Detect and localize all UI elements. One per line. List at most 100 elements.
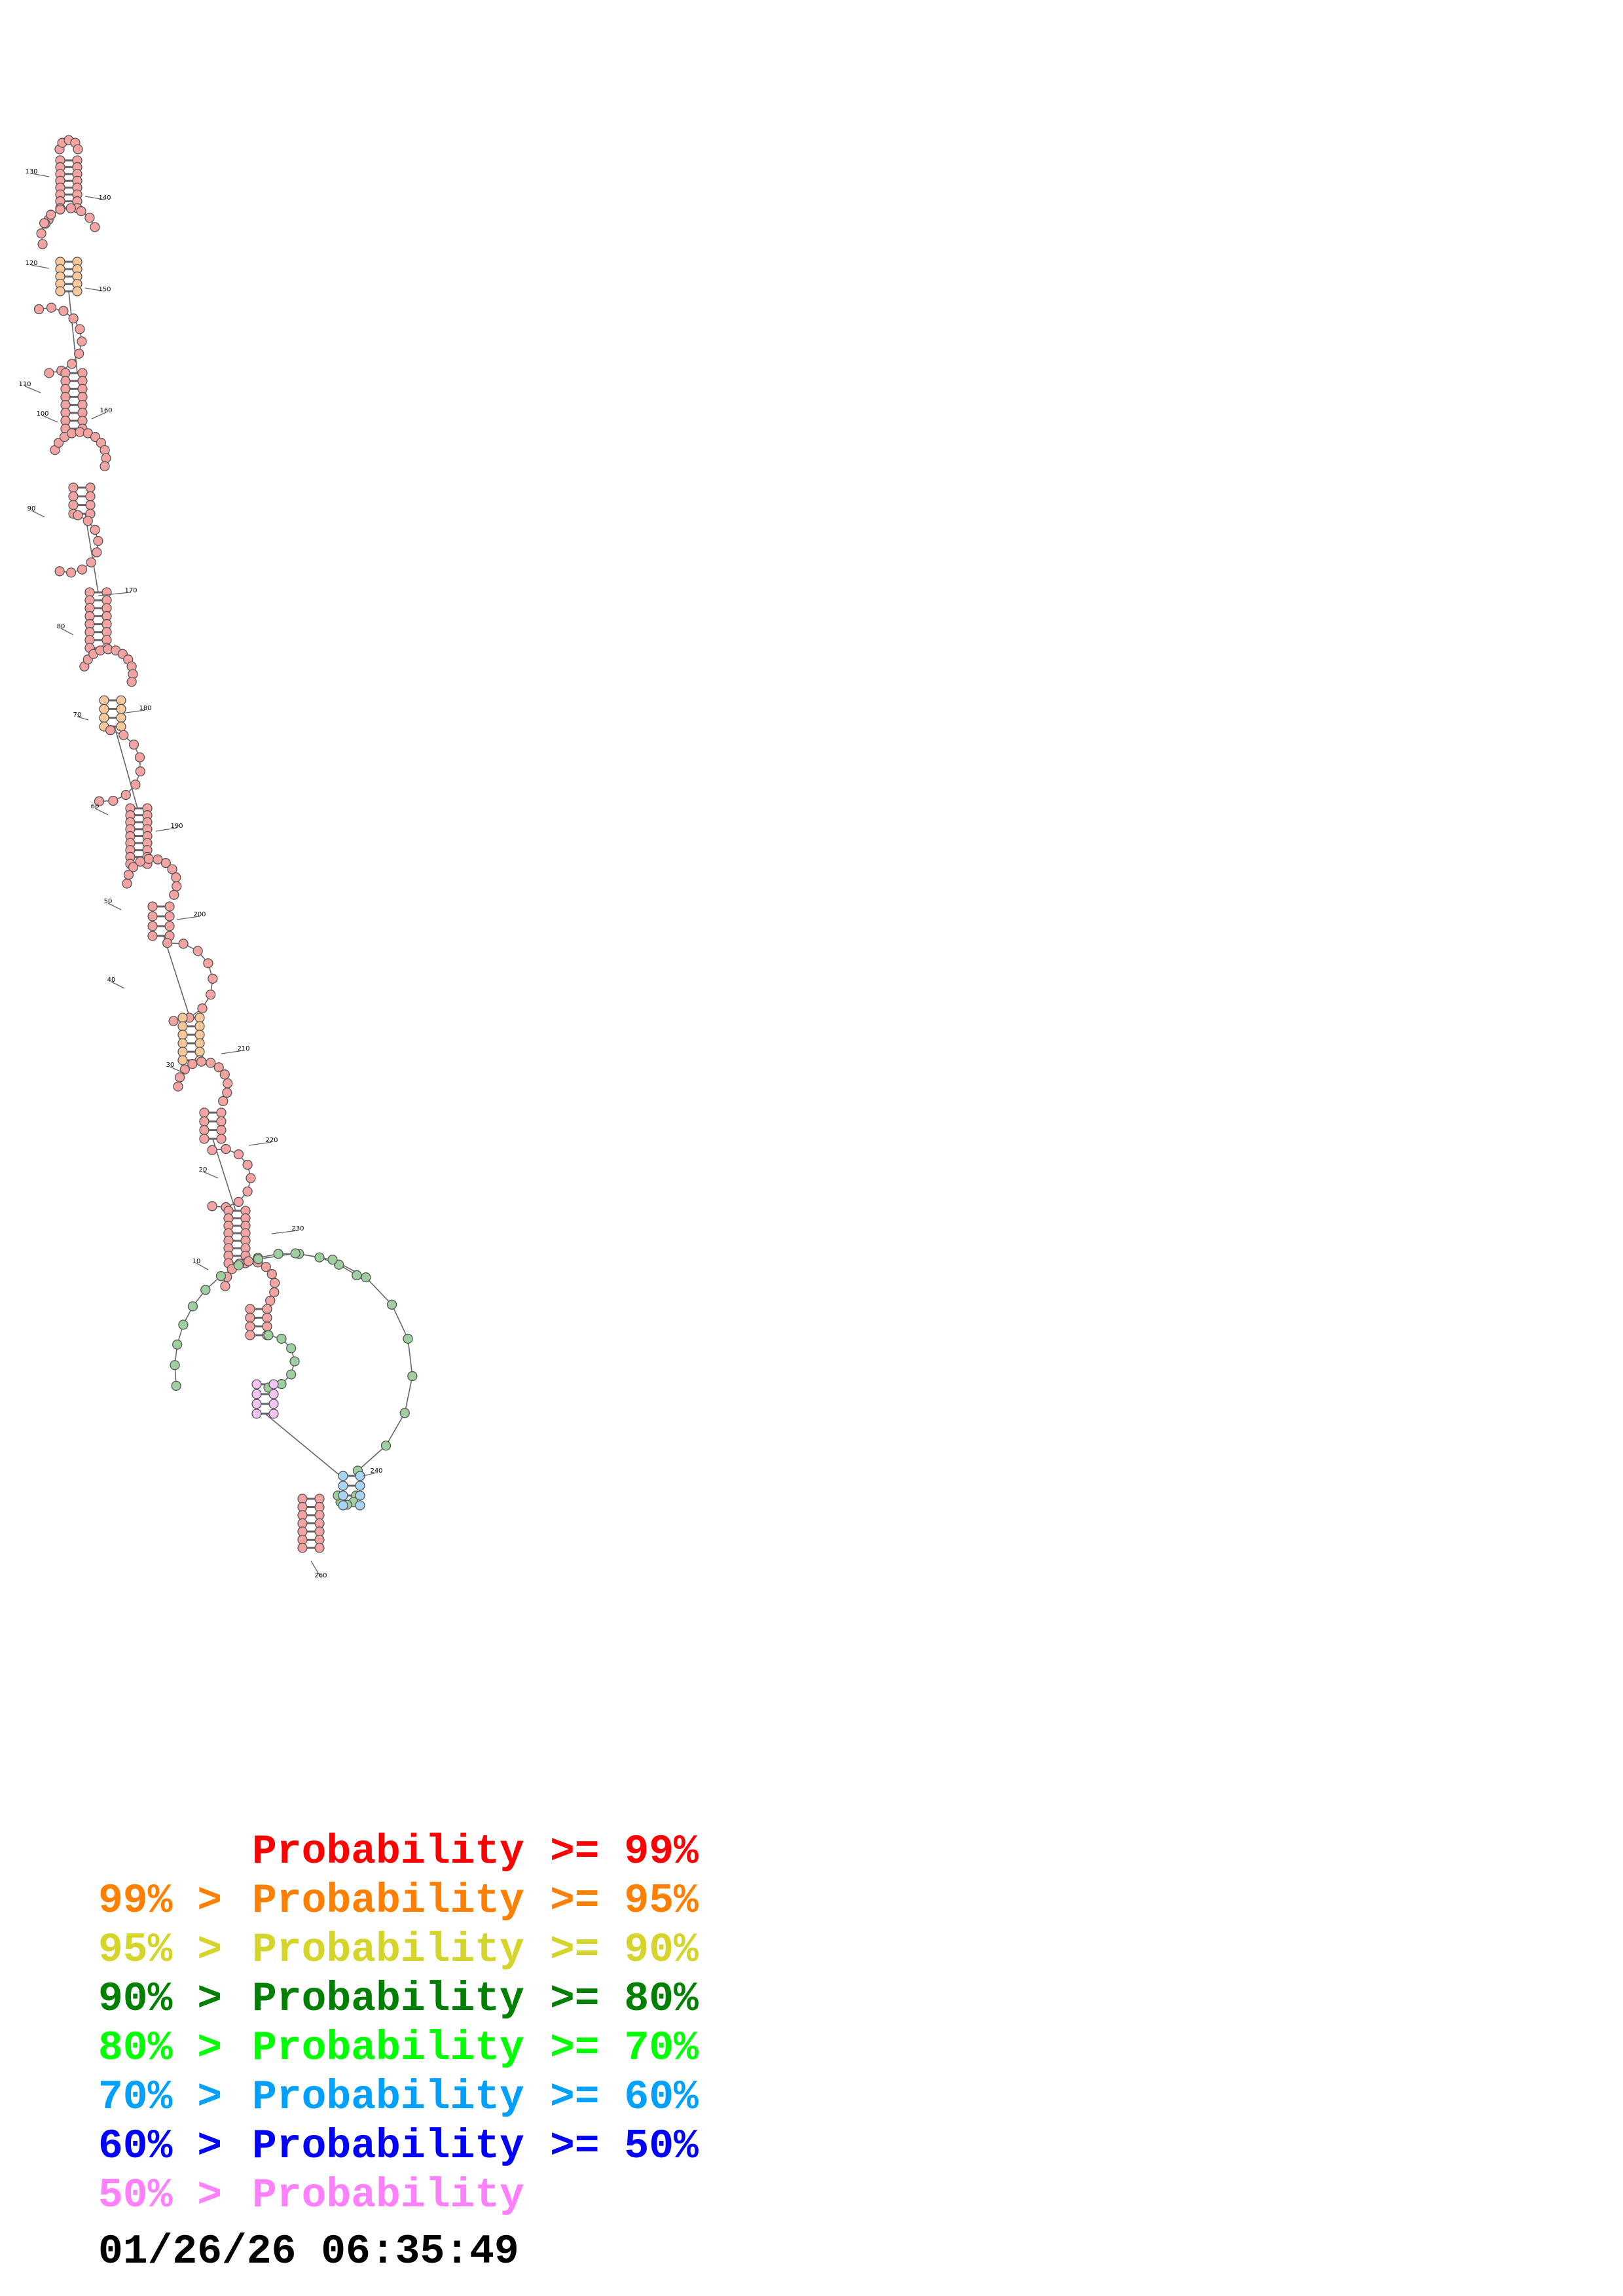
base-node bbox=[178, 939, 189, 949]
base-node bbox=[135, 856, 145, 867]
base-node bbox=[220, 1281, 230, 1291]
position-label: 60 bbox=[91, 803, 100, 810]
position-label: 210 bbox=[237, 1045, 249, 1052]
base-node bbox=[167, 864, 177, 874]
legend-label: Probability bbox=[252, 2074, 524, 2121]
base-node bbox=[85, 482, 96, 493]
position-label: 30 bbox=[166, 1062, 175, 1069]
base-node bbox=[200, 1285, 211, 1295]
base-node bbox=[386, 1299, 397, 1310]
position-label: 110 bbox=[18, 381, 31, 388]
base-node bbox=[196, 1056, 207, 1067]
base-node bbox=[218, 1096, 228, 1106]
position-label: 260 bbox=[314, 1572, 327, 1579]
base-node bbox=[327, 1254, 338, 1265]
base-node bbox=[90, 222, 100, 232]
base-node bbox=[242, 1186, 253, 1197]
base-node bbox=[216, 1116, 227, 1126]
position-label: 140 bbox=[98, 194, 111, 202]
base-node bbox=[266, 1269, 277, 1280]
label-tick bbox=[42, 415, 58, 423]
base-node bbox=[147, 911, 158, 922]
base-node bbox=[314, 1543, 325, 1553]
label-tick bbox=[94, 808, 109, 816]
label-tick bbox=[84, 196, 105, 200]
base-node bbox=[171, 1380, 181, 1391]
base-node bbox=[68, 313, 79, 324]
backbone-segment bbox=[365, 1277, 393, 1305]
position-label: 160 bbox=[100, 407, 112, 414]
base-node bbox=[263, 1330, 274, 1340]
base-node bbox=[407, 1371, 418, 1382]
legend-row-p0: 50% > Probability bbox=[98, 2171, 949, 2220]
legend-right-bound: >= 80% bbox=[550, 1976, 699, 2022]
base-node bbox=[77, 564, 88, 575]
rna-structure-diagram: 10 20 30 40 50 60 70 80 90 100 110 120 130 140 150 160 1… bbox=[18, 135, 418, 1579]
base-node bbox=[168, 1016, 179, 1026]
base-node bbox=[403, 1333, 413, 1344]
base-node bbox=[94, 796, 105, 806]
base-node bbox=[128, 740, 139, 750]
base-node bbox=[219, 1069, 230, 1080]
base-node bbox=[187, 1058, 198, 1069]
base-node bbox=[99, 713, 109, 723]
base-node bbox=[268, 1408, 279, 1419]
base-node bbox=[172, 881, 182, 891]
label-tick bbox=[31, 510, 45, 518]
base-node bbox=[199, 1134, 210, 1144]
label-tick bbox=[221, 1050, 244, 1054]
position-label: 20 bbox=[199, 1166, 208, 1174]
base-node bbox=[66, 428, 77, 439]
position-label: 230 bbox=[291, 1225, 304, 1232]
base-node bbox=[77, 336, 87, 347]
base-node bbox=[108, 795, 119, 806]
base-node bbox=[67, 359, 77, 369]
base-node bbox=[93, 535, 103, 547]
base-node bbox=[76, 206, 86, 217]
base-node bbox=[251, 1408, 262, 1419]
base-nodes bbox=[33, 135, 418, 1553]
legend-label: Probability bbox=[252, 2123, 524, 2170]
label-tick bbox=[98, 592, 132, 596]
base-node bbox=[175, 1072, 185, 1083]
base-node bbox=[178, 1319, 189, 1330]
base-node bbox=[206, 990, 216, 1000]
base-node bbox=[216, 1125, 227, 1136]
base-node bbox=[253, 1254, 264, 1265]
position-label: 80 bbox=[57, 623, 65, 630]
base-node bbox=[171, 872, 181, 883]
base-node bbox=[85, 500, 96, 511]
base-node bbox=[68, 491, 79, 501]
base-node bbox=[197, 1003, 208, 1014]
base-node bbox=[36, 228, 46, 239]
base-node bbox=[179, 1064, 190, 1075]
base-node bbox=[73, 144, 83, 154]
base-node bbox=[170, 1360, 180, 1371]
base-node bbox=[192, 946, 203, 956]
legend-right-bound: >= 60% bbox=[550, 2074, 699, 2121]
label-tick bbox=[202, 1171, 219, 1179]
base-node bbox=[270, 1278, 280, 1288]
position-label: 200 bbox=[193, 911, 206, 918]
position-label: 220 bbox=[265, 1137, 278, 1144]
base-node bbox=[173, 1081, 183, 1092]
base-node bbox=[116, 713, 126, 723]
base-node bbox=[199, 1116, 210, 1126]
base-node bbox=[72, 286, 82, 296]
backbone-segment bbox=[68, 291, 78, 374]
base-node bbox=[262, 1312, 272, 1323]
base-node bbox=[246, 1173, 256, 1183]
base-node bbox=[143, 853, 154, 864]
base-node bbox=[119, 730, 129, 740]
base-node bbox=[233, 1196, 244, 1208]
position-label: 130 bbox=[25, 168, 37, 175]
position-label: 40 bbox=[107, 977, 116, 984]
base-node bbox=[164, 911, 175, 922]
legend-row-p95: 99% > Probability >= 95% bbox=[98, 1876, 949, 1926]
base-node bbox=[177, 1047, 188, 1057]
base-node bbox=[245, 1330, 255, 1340]
legend-left-bound: 80% > bbox=[98, 2025, 223, 2072]
base-node bbox=[55, 286, 65, 296]
legend-row-p90: 95% > Probability >= 90% bbox=[98, 1926, 949, 1975]
legend-left-bound: 60% > bbox=[98, 2123, 223, 2170]
